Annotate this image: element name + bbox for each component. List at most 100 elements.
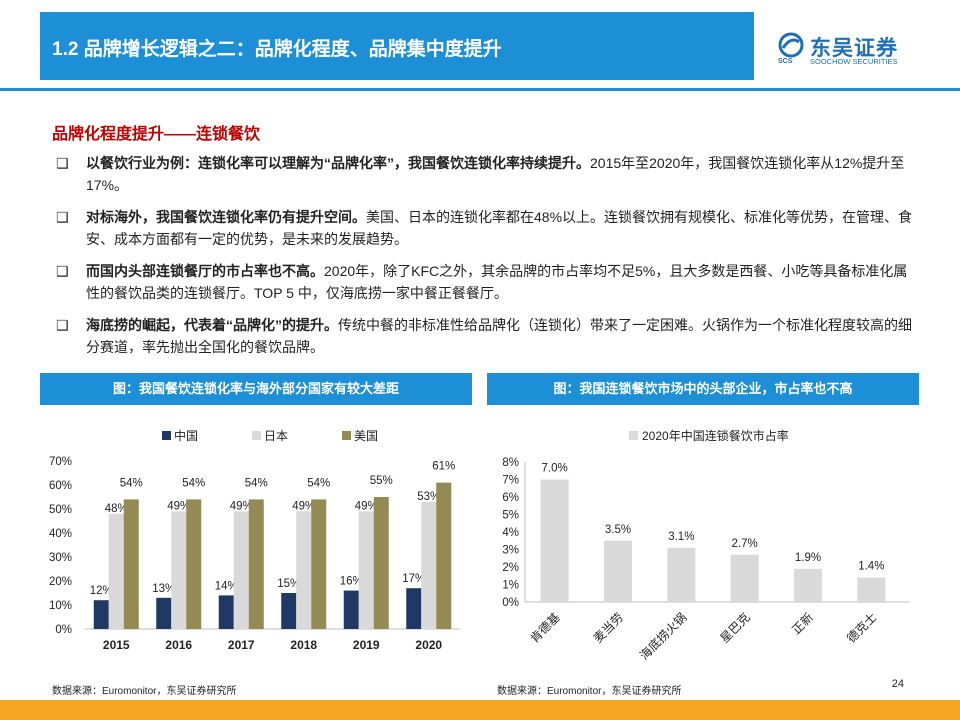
x-tick-label: 2019 [353, 638, 380, 652]
bullet-body: 传统中餐的非标准性给品牌化（连锁化）带来了一定困难。火锅作为一个标准化程度较高的… [86, 317, 912, 355]
bar [156, 597, 172, 629]
x-tick-label: 德克士 [843, 610, 879, 646]
y-tick-label: 40% [49, 528, 72, 540]
y-tick-label: 60% [49, 480, 72, 492]
bar [406, 588, 422, 629]
checkbox-bullet-icon: ❑ [56, 155, 69, 171]
bullet-body: 2020年，除了KFC之外，其余品牌的市占率均不足5%，且大多数是西餐、小吃等具… [86, 263, 908, 301]
y-tick-label: 10% [49, 600, 72, 612]
data-label: 15% [277, 578, 300, 590]
bar [857, 577, 886, 602]
page-title: 1.2 品牌增长逻辑之二：品牌化程度、品牌集中度提升 [52, 39, 502, 60]
bar [108, 513, 124, 629]
checkbox-bullet-icon: ❑ [56, 317, 69, 333]
bullet-lead: 对标海外，我国餐饮连锁化率仍有提升空间。 [86, 209, 366, 225]
bar [123, 499, 139, 629]
logo-name-en: SOOCHOW SECURITIES [810, 57, 898, 66]
bar [436, 482, 452, 629]
y-tick-label: 0% [55, 624, 72, 636]
x-tick-label: 2020 [415, 638, 442, 652]
checkbox-bullet-icon: ❑ [56, 263, 69, 279]
company-logo: SCS 东吴证券 SOOCHOW SECURITIES [776, 32, 916, 68]
chain-rate-chart: 中国 日本 美国 0% 10% 20% 30% 40% 50% 60% 70% 2015 12% 48% 5… [49, 428, 460, 652]
data-label: 13% [152, 583, 175, 595]
y-tick-label: 3% [502, 545, 519, 557]
y-tick-label: 20% [49, 576, 72, 588]
x-tick-label: 2015 [103, 638, 130, 652]
data-label: 3.1% [668, 531, 694, 543]
logo-name-cn: 东吴证券 [810, 37, 898, 60]
y-tick-label: 8% [502, 457, 519, 469]
right-chart-source: 数据来源：Euromonitor，东吴证券研究所 [497, 686, 682, 697]
data-label: 1.9% [795, 552, 821, 564]
bar [373, 497, 389, 629]
left-chart-source: 数据来源：Euromonitor，东吴证券研究所 [52, 686, 237, 697]
bullet-lead: 海底捞的崛起，代表着“品牌化”的提升。 [86, 317, 338, 333]
left-chart-heading: 图：我国餐饮连锁化率与海外部分国家有较大差距 [40, 373, 472, 405]
data-label: 2.7% [732, 538, 758, 550]
data-label: 54% [182, 477, 205, 489]
right-chart-heading: 图：我国连锁餐饮市场中的头部企业，市占率也不高 [487, 373, 919, 405]
section-title: 品牌化程度提升——连锁餐饮 [52, 126, 261, 143]
x-tick-label: 2016 [165, 638, 192, 652]
bar [311, 499, 327, 629]
footer-bar [0, 700, 960, 720]
data-label: 14% [215, 580, 238, 592]
legend-swatch [252, 431, 261, 440]
data-label: 54% [307, 477, 330, 489]
bar [540, 479, 569, 602]
bar [730, 554, 759, 602]
legend-swatch [162, 431, 171, 440]
y-tick-label: 1% [502, 580, 519, 592]
y-tick-label: 6% [502, 492, 519, 504]
legend-label: 2020年中国连锁餐饮市占率 [642, 428, 789, 443]
x-tick-label: 2017 [228, 638, 255, 652]
data-label: 17% [402, 573, 425, 585]
bar [93, 600, 109, 629]
y-tick-label: 50% [49, 504, 72, 516]
x-tick-label: 正新 [789, 610, 817, 638]
legend-swatch [629, 431, 638, 440]
bar [296, 511, 312, 629]
y-tick-label: 70% [49, 456, 72, 468]
y-tick-label: 2% [502, 562, 519, 574]
bar [421, 501, 437, 629]
bullet-body: 美国、日本的连锁化率都在48%以上。连锁餐饮拥有规模化、标准化等优势，在管理、食… [86, 209, 913, 247]
y-tick-label: 30% [49, 552, 72, 564]
bar [794, 568, 822, 602]
data-label: 16% [340, 576, 363, 588]
data-label: 61% [432, 461, 455, 473]
legend-label: 中国 [174, 428, 198, 443]
bar [358, 511, 374, 629]
y-tick-label: 4% [502, 527, 519, 539]
logo-mark-text: SCS [778, 58, 793, 65]
data-label: 54% [120, 477, 143, 489]
data-label: 55% [370, 475, 393, 487]
data-label: 48% [105, 503, 128, 515]
data-label: 3.5% [605, 524, 631, 536]
y-tick-label: 5% [502, 510, 519, 522]
bar [171, 511, 187, 629]
x-tick-label: 麦当劳 [591, 610, 626, 645]
header-bar [40, 12, 754, 80]
y-tick-label: 0% [502, 597, 519, 609]
bullet-lead: 而国内头部连锁餐厅的市占率也不高。 [86, 263, 324, 279]
bullet-lead: 以餐饮行业为例：连锁化率可以理解为“品牌化率”，我国餐饮连锁化率持续提升。 [86, 155, 590, 171]
bullet-body: 2015年至2020年，我国餐饮连锁化率从12%提升至17%。 [86, 155, 905, 193]
data-label: 54% [245, 477, 268, 489]
data-label: 7.0% [542, 463, 568, 475]
y-tick-label: 7% [502, 475, 519, 487]
bar [667, 547, 696, 602]
page-number: 24 [891, 678, 904, 690]
data-label: 12% [90, 585, 113, 597]
checkbox-bullet-icon: ❑ [56, 209, 69, 225]
bar [281, 593, 297, 629]
header-divider [0, 88, 960, 91]
data-label: 53% [417, 491, 440, 503]
market-share-chart: 2020年中国连锁餐饮市占率 0% 1% 2% 3% 4% 5% 6% 7% 8% 7.0% 肯德基 3… [502, 428, 909, 663]
legend-swatch [342, 431, 351, 440]
legend-label: 美国 [354, 429, 378, 443]
data-label: 49% [355, 500, 378, 512]
bar [218, 595, 234, 629]
data-label: 1.4% [858, 561, 884, 573]
